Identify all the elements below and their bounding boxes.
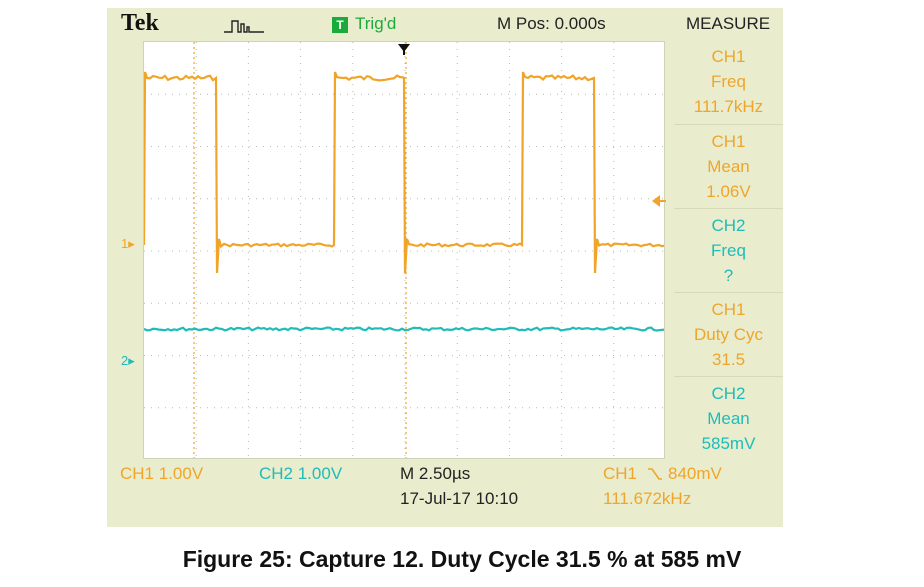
measure-value: 1.06V xyxy=(706,182,751,201)
measure-type: Duty Cyc xyxy=(694,325,763,344)
waveform-graticule xyxy=(143,41,665,459)
trigger-status-icon: T xyxy=(332,17,348,33)
trigger-level: 840mV xyxy=(668,464,722,483)
measure-panel: CH1 Freq 111.7kHz CH1 Mean 1.06V CH2 Fre… xyxy=(674,40,783,460)
measure-type: Freq xyxy=(711,241,746,260)
trigger-frequency: 111.672kHz xyxy=(603,489,692,508)
measure-value: 585mV xyxy=(701,434,756,453)
ch1-ground-marker: 1▸ xyxy=(121,236,135,251)
measure-source: CH2 xyxy=(711,384,746,403)
measure-source: CH2 xyxy=(711,216,746,235)
horizontal-position: M Pos: 0.000s xyxy=(497,14,606,33)
trigger-level-arrow xyxy=(652,195,666,207)
measure-slot-3[interactable]: CH2 Freq ? xyxy=(674,208,783,292)
measure-slot-1[interactable]: CH1 Freq 111.7kHz xyxy=(674,40,783,124)
measure-slot-5[interactable]: CH2 Mean 585mV xyxy=(674,376,783,460)
trigger-source: CH1 xyxy=(603,464,638,483)
date-time: 17-Jul-17 10:10 xyxy=(400,489,519,508)
grid-lines xyxy=(144,42,664,458)
ch2-waveform xyxy=(144,326,664,332)
ch1-waveform xyxy=(144,71,664,274)
ch1-scale: CH1 1.00V xyxy=(120,464,204,483)
falling-edge-icon xyxy=(648,468,662,480)
measure-source: CH1 xyxy=(711,47,746,66)
measure-source: CH1 xyxy=(711,132,746,151)
ch2-scale: CH2 1.00V xyxy=(259,464,343,483)
pulse-icon xyxy=(224,20,264,33)
measure-type: Mean xyxy=(707,409,750,428)
brand-logo: Tek xyxy=(121,10,159,36)
measure-type: Mean xyxy=(707,157,750,176)
measure-value: 111.7kHz xyxy=(693,97,764,116)
ch2-ground-marker: 2▸ xyxy=(121,353,135,368)
measure-slot-2[interactable]: CH1 Mean 1.06V xyxy=(674,124,783,208)
trigger-status: Trig'd xyxy=(355,14,397,33)
measure-value: 31.5 xyxy=(711,350,746,369)
measure-slot-4[interactable]: CH1 Duty Cyc 31.5 xyxy=(674,292,783,376)
trigger-position-arrow xyxy=(398,44,410,55)
menu-title: MEASURE xyxy=(686,14,771,33)
measure-value: ? xyxy=(723,266,734,285)
measure-source: CH1 xyxy=(711,300,746,319)
waveform-display xyxy=(144,42,664,458)
figure-caption: Figure 25: Capture 12. Duty Cycle 31.5 %… xyxy=(182,546,742,572)
measure-type: Freq xyxy=(711,72,746,91)
timebase: M 2.50µs xyxy=(400,464,471,483)
